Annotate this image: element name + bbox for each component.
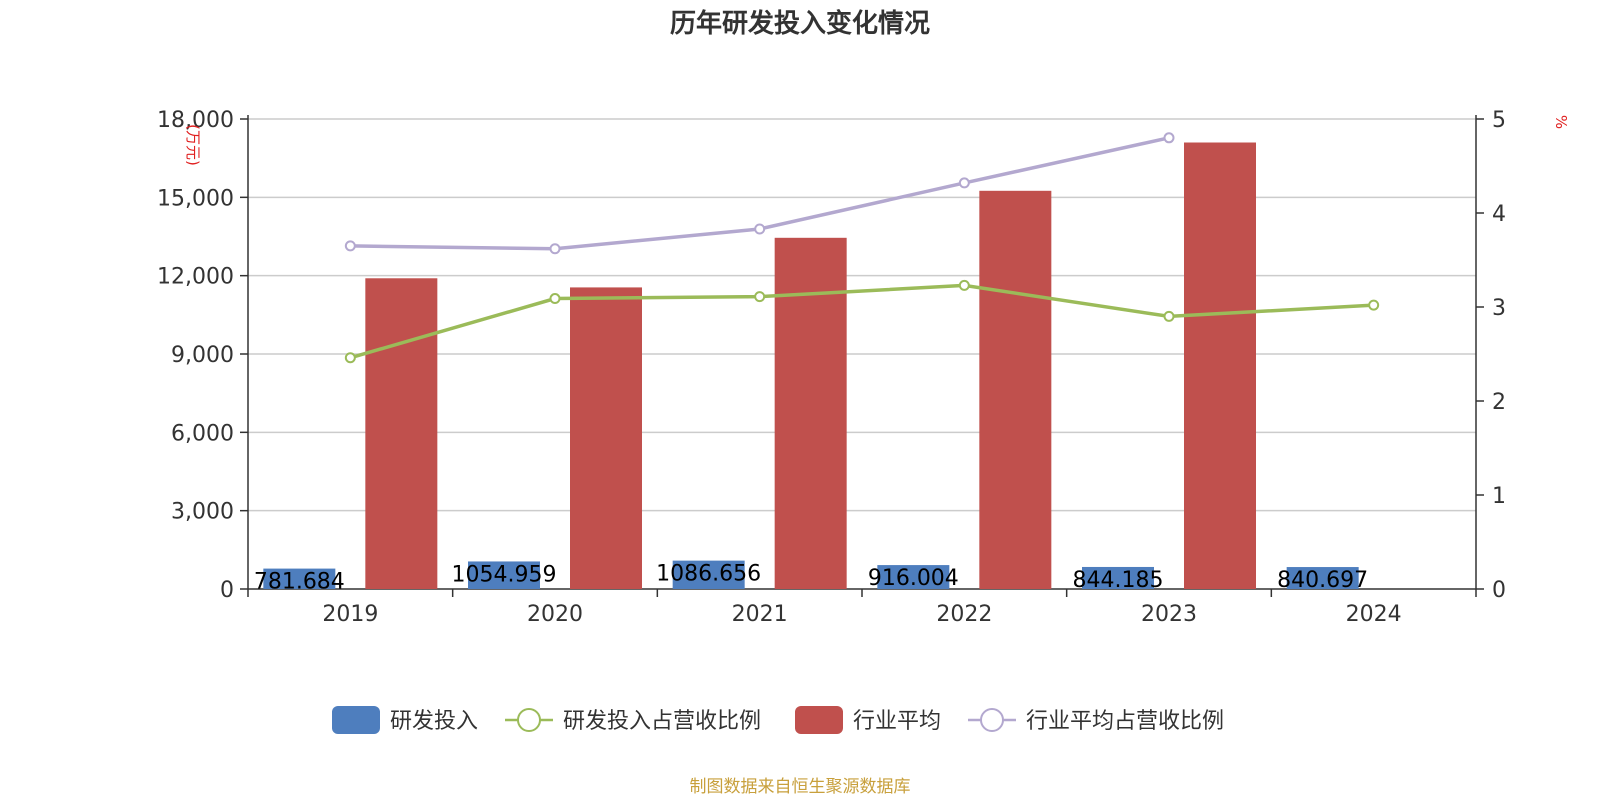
line-point (344, 240, 356, 252)
legend: 研发投入 研发投入占营收比例 行业平均 行业平均占营收比例 (332, 706, 1224, 734)
bar-industry (365, 278, 438, 589)
line-point (549, 293, 561, 305)
left-axis-unit: (万元) (184, 124, 202, 166)
right-axis-unit: % (1552, 115, 1570, 129)
legend-label: 研发投入占营收比例 (563, 709, 761, 734)
legend-swatch-marker (980, 708, 1004, 732)
x-tick-label: 2022 (936, 602, 992, 627)
left-tick-label: 6,000 (171, 421, 234, 446)
bar-rd (672, 560, 745, 589)
left-tick-label: 15,000 (157, 186, 234, 211)
bars (263, 142, 1359, 590)
left-tick-label: 3,000 (171, 500, 234, 525)
bar-rd (1286, 567, 1359, 589)
right-tick-label: 0 (1492, 578, 1506, 603)
x-tick-label: 2019 (322, 602, 378, 627)
bar-industry (979, 190, 1052, 590)
legend-swatch-marker (517, 708, 541, 732)
line-point (549, 243, 561, 255)
bar-rd (468, 561, 540, 589)
bar-industry (774, 237, 847, 590)
legend-label: 行业平均占营收比例 (1026, 709, 1224, 734)
line-point (754, 223, 766, 235)
axes: 0 3,000 6,000 9,000 12,000 15,000 18,000 0 1 2 3 4 5… (157, 108, 1506, 627)
right-tick-label: 1 (1492, 484, 1506, 509)
legend-label: 研发投入 (390, 709, 478, 734)
bar-rd (263, 568, 336, 589)
left-tick-label: 12,000 (157, 265, 234, 290)
legend-swatch-bar (332, 706, 380, 734)
lines (344, 132, 1380, 364)
line-point (344, 352, 356, 364)
bar-data-label: 840.697 (1277, 568, 1368, 593)
x-tick-label: 2024 (1346, 602, 1402, 627)
right-tick-label: 2 (1492, 390, 1506, 415)
bar-rd (877, 565, 950, 589)
line-point (1163, 310, 1175, 322)
right-tick-label: 3 (1492, 296, 1506, 321)
bar-data-label: 781.684 (254, 570, 345, 595)
bar-data-label: 844.185 (1073, 568, 1164, 593)
bar-data-label: 1086.656 (656, 562, 761, 587)
bar-industry (1184, 142, 1256, 589)
line-series-1 (349, 283, 1374, 360)
left-tick-label: 18,000 (157, 108, 234, 133)
line-point (1163, 132, 1175, 144)
bar-rd (1082, 566, 1154, 589)
right-tick-label: 5 (1492, 108, 1506, 133)
chart-title: 历年研发投入变化情况 (670, 8, 930, 39)
bar-industry (570, 287, 642, 589)
line-point (1368, 299, 1380, 311)
grid-lines (248, 118, 1476, 512)
left-tick-label: 0 (220, 578, 234, 603)
left-tick-label: 9,000 (171, 343, 234, 368)
line-point (754, 291, 766, 303)
right-tick-label: 4 (1492, 202, 1506, 227)
x-tick-label: 2021 (732, 602, 788, 627)
bar-data-label: 1054.959 (452, 562, 557, 587)
legend-swatch-bar (795, 706, 843, 734)
line-point (958, 279, 970, 291)
bar-data-label: 916.004 (868, 566, 959, 591)
data-labels: 781.684 1054.959 1086.656 916.004 844.185 840… (254, 562, 1368, 595)
x-tick-label: 2023 (1141, 602, 1197, 627)
x-tick-label: 2020 (527, 602, 583, 627)
source-note: 制图数据来自恒生聚源数据库 (690, 777, 911, 797)
line-point (958, 177, 970, 189)
legend-label: 行业平均 (853, 709, 941, 734)
